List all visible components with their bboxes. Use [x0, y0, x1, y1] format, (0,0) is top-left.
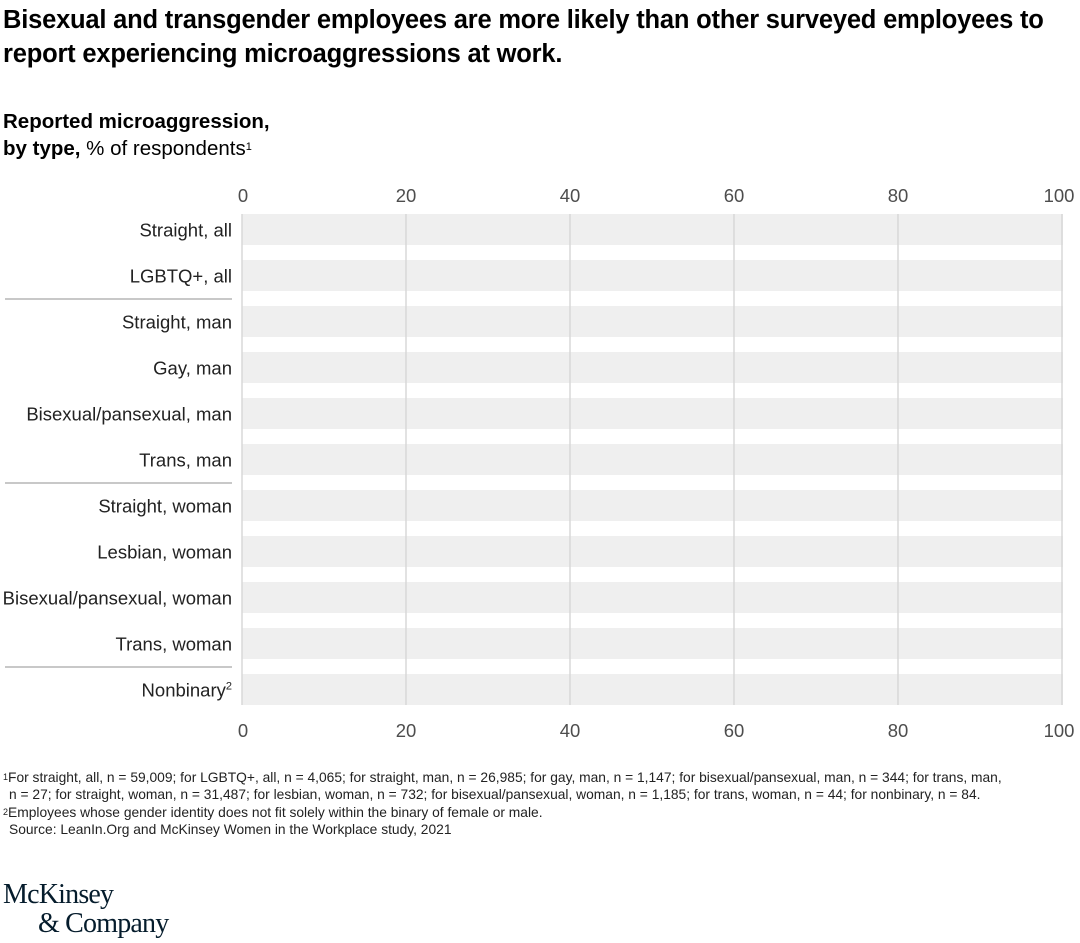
mckinsey-logo: McKinsey & Company — [3, 879, 169, 939]
category-label: Straight, all — [139, 220, 232, 241]
category-label: Bisexual/pansexual, man — [26, 404, 232, 425]
bar-track — [242, 582, 1063, 613]
x-tick-label-top: 40 — [560, 185, 581, 206]
subtitle-bold-line2: by type, — [3, 137, 81, 160]
bar-track — [242, 628, 1063, 659]
bar-track — [242, 398, 1063, 429]
footnote-2-marker: 2 — [3, 806, 9, 817]
bar-track — [242, 490, 1063, 521]
category-label: Straight, woman — [98, 496, 232, 517]
source-note: Source: LeanIn.Org and McKinsey Women in… — [9, 822, 452, 838]
gridline-overlay — [241, 214, 1063, 705]
bar-track — [242, 536, 1063, 567]
logo-line-1: McKinsey — [3, 879, 114, 910]
x-tick-label-bottom: 100 — [1044, 720, 1075, 741]
bar-chart: Straight, all LGBTQ+, all Straight, man Gay… — [3, 185, 1075, 741]
category-label: Trans, woman — [115, 634, 232, 655]
chart-subtitle: Reported microaggression, by type, % of … — [3, 108, 270, 162]
x-tick-label-top: 0 — [238, 185, 248, 206]
x-tick-label-bottom: 60 — [724, 720, 745, 741]
x-tick-label-bottom: 0 — [238, 720, 248, 741]
category-label: Straight, man — [122, 312, 232, 333]
category-label: Nonbinary2 — [142, 680, 232, 701]
bar-track — [242, 674, 1063, 705]
category-label: Trans, man — [139, 450, 232, 471]
footnotes: 1For straight, all, n = 59,009; for LGBT… — [3, 769, 1078, 839]
x-tick-label-bottom: 40 — [560, 720, 581, 741]
category-label: Gay, man — [153, 358, 232, 379]
x-tick-label-top: 60 — [724, 185, 745, 206]
x-tick-label-bottom: 80 — [888, 720, 909, 741]
subtitle-unit: % of respondents — [80, 137, 246, 160]
group-separators — [5, 298, 232, 668]
bar-track — [242, 260, 1063, 291]
chart-title: Bisexual and transgender employees are m… — [3, 6, 1044, 68]
logo-line-2: & Company — [38, 908, 169, 939]
category-label: LGBTQ+, all — [130, 266, 232, 287]
category-label: Bisexual/pansexual, woman — [3, 588, 232, 609]
x-axis-top: 0 20 40 60 80 100 — [238, 185, 1075, 206]
footnote-1-marker: 1 — [3, 772, 9, 782]
bar-tracks — [242, 214, 1063, 705]
category-labels: Straight, all LGBTQ+, all Straight, man Gay… — [3, 220, 232, 701]
footnote-1-line-1: 1For straight, all, n = 59,009; for LGBT… — [3, 770, 1002, 785]
bar-track — [242, 214, 1063, 245]
bar-track — [242, 444, 1063, 475]
bar-track — [242, 352, 1063, 383]
x-tick-label-top: 100 — [1044, 185, 1075, 206]
category-label: Lesbian, woman — [97, 542, 232, 563]
footnote-2: 2Employees whose gender identity does no… — [3, 804, 543, 820]
bar-track — [242, 306, 1063, 337]
x-tick-label-top: 80 — [888, 185, 909, 206]
subtitle-footnote-ref: 1 — [245, 141, 252, 153]
footnote-1-line-2: n = 27; for straight, woman, n = 31,487;… — [9, 787, 981, 803]
subtitle-bold-line1: Reported microaggression, — [3, 110, 270, 133]
x-tick-label-top: 20 — [396, 185, 417, 206]
x-tick-label-bottom: 20 — [396, 720, 417, 741]
x-axis-bottom: 0 20 40 60 80 100 — [238, 720, 1075, 741]
